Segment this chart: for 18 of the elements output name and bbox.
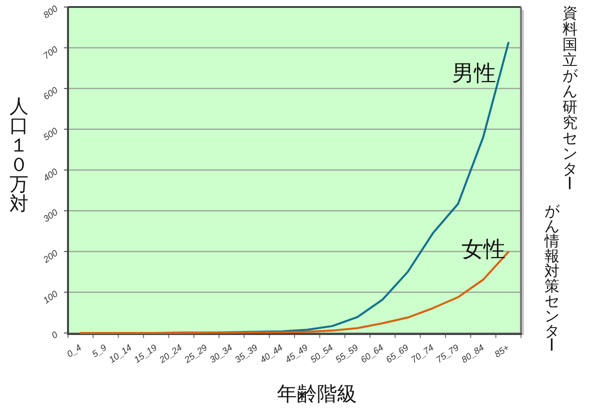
y-tick-label: 300 — [41, 207, 60, 224]
y-tick-label: 700 — [41, 44, 60, 61]
x-tick-label: 85+ — [492, 342, 511, 360]
series-label: 男性 — [452, 60, 496, 86]
x-axis-title: 年齢階級 — [277, 383, 357, 406]
text: がん情報対策センター — [542, 203, 560, 352]
y-tick-label: 800 — [41, 3, 60, 20]
y-tick-label: 400 — [41, 166, 60, 184]
series-label: 女性 — [461, 236, 506, 262]
text: 資料国立がん研究センター — [560, 5, 578, 191]
y-tick-label: 500 — [41, 126, 60, 142]
x-tick-label: 0_4 — [65, 342, 84, 360]
y-tick-label: 600 — [41, 84, 60, 102]
y-axis-title: 人口１０万対 — [10, 96, 28, 216]
y-tick-label: 200 — [40, 248, 60, 266]
y-tick-label: 0 — [50, 329, 60, 340]
y-tick-label: 100 — [41, 288, 60, 306]
x-tick-label: 5_9 — [90, 342, 108, 360]
